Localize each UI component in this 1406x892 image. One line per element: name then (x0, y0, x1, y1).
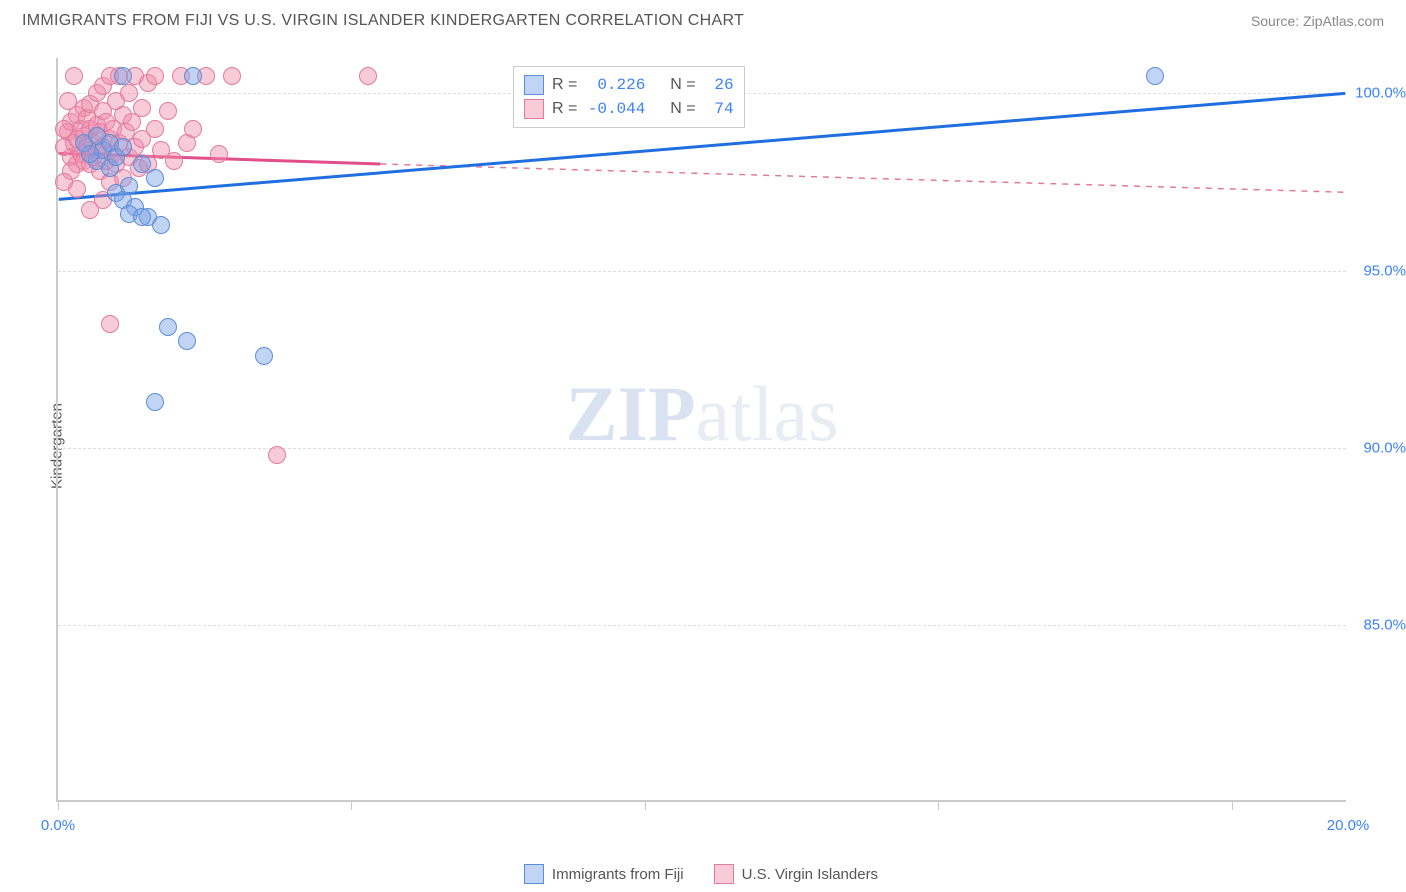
x-tick (938, 800, 939, 810)
legend-r-label: R = (552, 97, 577, 121)
chart-plot-area: ZIPatlas 100.0%95.0%90.0%85.0% 0.0%20.0%… (56, 58, 1346, 802)
scatter-point (159, 318, 177, 336)
x-tick-label-end: 20.0% (1327, 817, 1370, 834)
legend-n-label: N = (670, 73, 695, 97)
scatter-point (81, 145, 99, 163)
scatter-point (255, 347, 273, 365)
scatter-point (210, 145, 228, 163)
scatter-point (1146, 67, 1164, 85)
watermark: ZIPatlas (566, 369, 839, 459)
legend-r-label: R = (552, 73, 577, 97)
x-tick (351, 800, 352, 810)
x-tick (1232, 800, 1233, 810)
watermark-light: atlas (696, 370, 839, 457)
scatter-point (146, 67, 164, 85)
legend-n-value: 26 (704, 73, 734, 97)
bottom-legend-label: U.S. Virgin Islanders (742, 866, 878, 883)
scatter-point (114, 67, 132, 85)
scatter-point (65, 67, 83, 85)
scatter-point (268, 446, 286, 464)
trend-line (380, 164, 1345, 192)
scatter-point (159, 102, 177, 120)
y-tick-label: 95.0% (1363, 262, 1406, 279)
legend-stats-box: R = 0.226 N = 26 R = -0.044 N = 74 (513, 66, 745, 128)
legend-r-value: 0.226 (585, 73, 645, 97)
legend-stats-row: R = 0.226 N = 26 (524, 73, 734, 97)
scatter-point (146, 393, 164, 411)
legend-swatch (714, 864, 734, 884)
scatter-point (133, 99, 151, 117)
legend-r-value: -0.044 (585, 97, 645, 121)
legend-stats-row: R = -0.044 N = 74 (524, 97, 734, 121)
legend-swatch (524, 99, 544, 119)
gridline (58, 625, 1346, 626)
bottom-legend-item: Immigrants from Fiji (524, 864, 684, 884)
legend-n-label: N = (670, 97, 695, 121)
y-tick-label: 100.0% (1355, 85, 1406, 102)
scatter-point (55, 120, 73, 138)
legend-swatch (524, 75, 544, 95)
legend-n-value: 74 (704, 97, 734, 121)
y-tick-label: 85.0% (1363, 616, 1406, 633)
chart-header: IMMIGRANTS FROM FIJI VS U.S. VIRGIN ISLA… (0, 0, 1406, 38)
y-tick-label: 90.0% (1363, 439, 1406, 456)
scatter-point (120, 177, 138, 195)
scatter-point (146, 120, 164, 138)
scatter-point (178, 332, 196, 350)
x-tick (58, 800, 59, 810)
gridline (58, 271, 1346, 272)
scatter-point (184, 67, 202, 85)
chart-title: IMMIGRANTS FROM FIJI VS U.S. VIRGIN ISLA… (22, 12, 744, 30)
x-tick-label-start: 0.0% (41, 817, 75, 834)
bottom-legend-label: Immigrants from Fiji (552, 866, 684, 883)
scatter-point (114, 138, 132, 156)
scatter-point (152, 216, 170, 234)
watermark-bold: ZIP (566, 370, 696, 457)
scatter-point (184, 120, 202, 138)
gridline (58, 448, 1346, 449)
scatter-point (359, 67, 377, 85)
scatter-point (133, 208, 151, 226)
scatter-point (165, 152, 183, 170)
x-tick (645, 800, 646, 810)
legend-swatch (524, 864, 544, 884)
scatter-point (146, 169, 164, 187)
scatter-point (59, 92, 77, 110)
scatter-point (223, 67, 241, 85)
scatter-point (101, 315, 119, 333)
chart-source: Source: ZipAtlas.com (1251, 13, 1384, 29)
bottom-legend: Immigrants from Fiji U.S. Virgin Islander… (56, 864, 1346, 884)
scatter-point (81, 201, 99, 219)
bottom-legend-item: U.S. Virgin Islanders (714, 864, 878, 884)
trend-lines (58, 58, 1346, 800)
scatter-point (55, 173, 73, 191)
